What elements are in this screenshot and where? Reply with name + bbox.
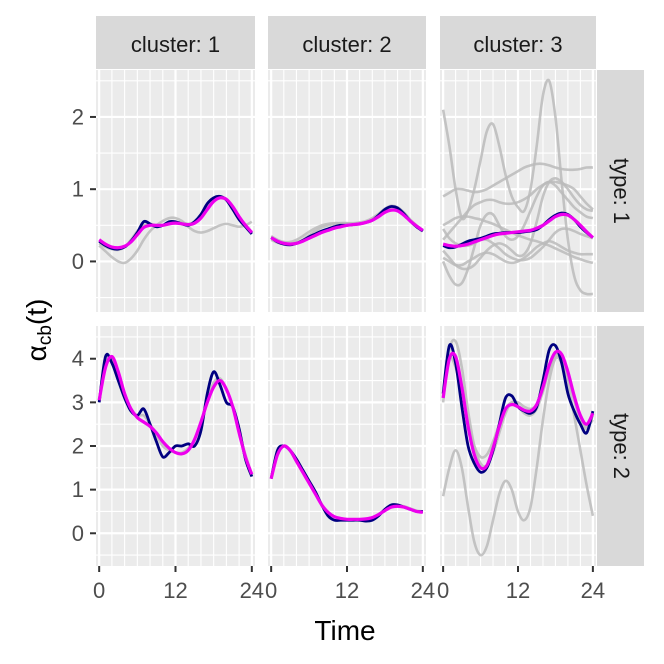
fit-curve — [98, 196, 254, 250]
x-tick-label: 12 — [163, 578, 187, 603]
series-group — [97, 352, 254, 478]
panel-r1-c2 — [268, 70, 426, 312]
panel-r2-c1 — [96, 326, 255, 566]
series-group — [441, 78, 594, 296]
row-strip — [597, 70, 644, 312]
column-strip-label: cluster: 1 — [131, 32, 220, 57]
x-tick-label: 0 — [437, 578, 449, 603]
y-tick-label: 0 — [72, 249, 84, 274]
panels-layer — [96, 70, 596, 566]
x-tick-label: 0 — [93, 578, 105, 603]
individual-curve — [442, 162, 593, 198]
individual-curve — [98, 216, 253, 265]
individual-curve — [442, 239, 593, 267]
fit-curve — [441, 349, 595, 471]
y-tick-label: 1 — [72, 477, 84, 502]
row-strip-label: type: 1 — [609, 158, 634, 224]
series-group — [441, 338, 595, 557]
panel-r2-c3 — [440, 326, 596, 566]
series-group — [270, 204, 424, 247]
y-tick-label: 2 — [72, 434, 84, 459]
row-strip-label: type: 2 — [609, 413, 634, 479]
individual-curve — [442, 177, 594, 271]
y-axis-title: αcb(t) — [21, 299, 56, 362]
y-tick-label: 1 — [72, 177, 84, 202]
series-group — [269, 444, 424, 523]
column-strip — [96, 16, 255, 69]
panel-r1-c1 — [96, 70, 255, 312]
panel-r1-c3 — [440, 70, 596, 312]
panel-r2-c2 — [268, 326, 426, 566]
x-tick-label: 24 — [581, 578, 605, 603]
row-strip — [597, 326, 644, 566]
x-tick-label: 24 — [240, 578, 264, 603]
column-strip — [440, 16, 596, 69]
column-strip-label: cluster: 2 — [302, 32, 391, 57]
y-tick-label: 4 — [72, 346, 84, 371]
x-tick-label: 0 — [265, 578, 277, 603]
y-axis-title-sub: cb — [35, 325, 56, 345]
y-tick-label: 0 — [72, 521, 84, 546]
y-tick-label: 2 — [72, 104, 84, 129]
y-axis-title-suffix: (t) — [21, 299, 52, 325]
x-tick-label: 12 — [335, 578, 359, 603]
x-tick-label: 12 — [506, 578, 530, 603]
fit-curve — [270, 208, 424, 246]
y-tick-label: 3 — [72, 390, 84, 415]
series-group — [98, 194, 254, 265]
strips-layer: cluster: 1 cluster: 2 cluster: 3 type: 1 typ… — [96, 16, 644, 566]
individual-curve — [442, 180, 594, 241]
individual-curve — [441, 356, 595, 557]
column-strip — [268, 16, 426, 69]
fit-curve — [97, 354, 254, 475]
fit-curve — [442, 212, 594, 248]
x-axis-title: Time — [314, 615, 375, 646]
column-strip-label: cluster: 3 — [473, 32, 562, 57]
individual-curve — [442, 215, 594, 265]
fit-curve — [269, 444, 424, 521]
x-tick-label: 24 — [411, 578, 435, 603]
y-axis-title-main: α — [21, 345, 52, 361]
